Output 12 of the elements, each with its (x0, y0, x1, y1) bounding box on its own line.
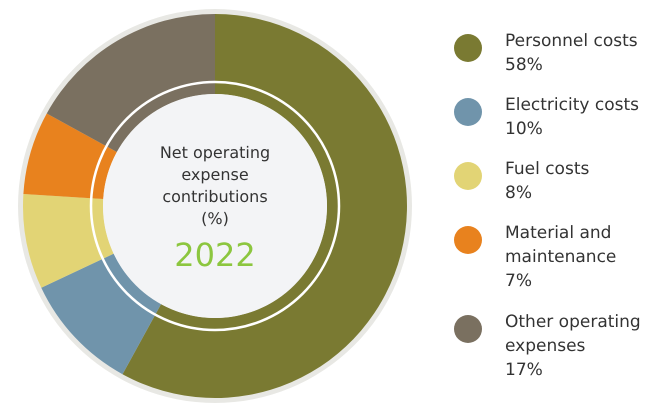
data-label: 17% (505, 360, 543, 380)
legend-label: Other operating expenses (505, 312, 641, 356)
data-label: 58% (505, 55, 543, 75)
data-label: 8% (505, 183, 532, 203)
data-label: 7% (505, 271, 532, 291)
text: 2022 (174, 236, 256, 274)
text: Net operating expense contributions (%) (160, 143, 270, 228)
data-label: 10% (505, 119, 543, 139)
legend-label: Material and maintenance (505, 223, 616, 267)
legend-label: Fuel costs (505, 159, 590, 179)
legend-label: Personnel costs (505, 31, 638, 51)
legend-label: Electricity costs (505, 95, 640, 115)
